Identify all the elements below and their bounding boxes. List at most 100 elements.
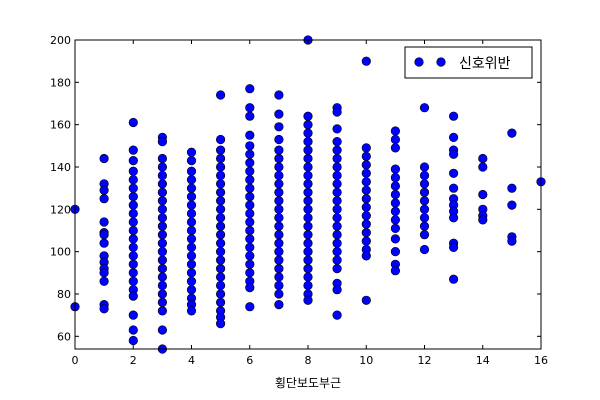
data-point bbox=[303, 120, 313, 130]
data-point bbox=[186, 192, 197, 202]
data-point bbox=[128, 217, 138, 227]
data-point bbox=[274, 90, 284, 100]
data-point bbox=[303, 204, 313, 214]
data-point bbox=[157, 153, 167, 164]
data-point bbox=[157, 238, 167, 248]
data-point bbox=[449, 242, 459, 252]
data-point bbox=[157, 289, 167, 299]
data-point bbox=[245, 283, 255, 293]
data-point bbox=[128, 242, 138, 252]
data-point bbox=[303, 170, 313, 181]
data-point bbox=[128, 234, 138, 244]
data-point bbox=[303, 272, 313, 282]
data-point bbox=[419, 230, 430, 240]
data-point bbox=[186, 200, 197, 210]
data-point bbox=[478, 153, 488, 164]
data-point bbox=[303, 137, 313, 147]
data-point bbox=[332, 247, 342, 257]
data-point bbox=[128, 276, 138, 286]
data-point bbox=[419, 170, 430, 181]
data-point bbox=[274, 162, 284, 172]
data-point bbox=[449, 168, 459, 178]
data-point bbox=[361, 295, 371, 305]
data-point bbox=[390, 181, 401, 191]
data-point bbox=[419, 196, 430, 206]
data-point bbox=[99, 268, 109, 278]
data-point bbox=[245, 225, 255, 236]
data-point bbox=[245, 111, 255, 121]
data-point bbox=[390, 164, 401, 174]
data-point bbox=[361, 56, 371, 66]
data-point bbox=[332, 196, 342, 206]
data-point bbox=[128, 310, 138, 320]
data-point bbox=[216, 204, 226, 214]
data-point bbox=[245, 84, 255, 94]
data-point bbox=[157, 162, 167, 172]
data-point bbox=[274, 280, 284, 291]
data-point bbox=[332, 179, 342, 189]
data-point bbox=[216, 255, 226, 265]
data-point bbox=[303, 145, 313, 155]
data-point bbox=[245, 130, 255, 140]
data-point bbox=[332, 213, 342, 223]
data-point bbox=[128, 117, 138, 128]
data-point bbox=[157, 187, 167, 197]
data-point bbox=[245, 166, 255, 176]
data-point bbox=[478, 215, 488, 225]
data-point bbox=[216, 170, 226, 181]
data-point bbox=[419, 244, 430, 255]
data-point bbox=[128, 145, 138, 155]
data-point bbox=[186, 217, 197, 227]
data-point bbox=[186, 175, 197, 185]
data-point bbox=[186, 276, 197, 286]
data-point bbox=[332, 204, 342, 214]
legend-label: 신호위반 bbox=[459, 56, 511, 72]
data-point bbox=[245, 149, 255, 159]
data-point bbox=[157, 325, 167, 335]
data-point bbox=[157, 297, 167, 308]
data-point bbox=[303, 162, 313, 172]
data-point bbox=[274, 221, 284, 231]
data-point bbox=[303, 196, 313, 206]
data-point bbox=[186, 306, 197, 316]
data-point bbox=[390, 247, 401, 257]
data-point bbox=[303, 280, 313, 291]
data-point bbox=[128, 335, 138, 346]
data-point bbox=[390, 215, 401, 225]
data-point bbox=[157, 213, 167, 223]
data-point bbox=[216, 280, 226, 291]
x-tick-label: 6 bbox=[246, 354, 253, 367]
data-point bbox=[157, 137, 167, 147]
data-point bbox=[303, 264, 313, 274]
data-point bbox=[216, 179, 226, 189]
data-point bbox=[99, 194, 109, 204]
y-tick-label: 80 bbox=[57, 288, 71, 301]
data-point bbox=[390, 189, 401, 200]
data-point bbox=[390, 134, 401, 145]
data-point bbox=[186, 208, 197, 219]
data-point bbox=[216, 196, 226, 206]
data-point bbox=[361, 211, 371, 221]
data-point bbox=[274, 179, 284, 189]
data-point bbox=[449, 274, 459, 284]
data-point bbox=[157, 280, 167, 291]
data-point bbox=[332, 137, 342, 147]
data-point bbox=[361, 219, 371, 229]
x-tick-label: 8 bbox=[305, 354, 312, 367]
x-tick-label: 14 bbox=[476, 354, 490, 367]
data-point bbox=[361, 177, 371, 187]
data-point bbox=[99, 230, 109, 240]
data-point bbox=[216, 319, 226, 329]
data-point bbox=[332, 145, 342, 155]
data-point bbox=[332, 170, 342, 181]
data-point bbox=[186, 183, 197, 193]
data-point bbox=[157, 255, 167, 265]
data-point bbox=[361, 151, 371, 161]
x-tick-label: 0 bbox=[72, 354, 79, 367]
data-point bbox=[128, 166, 138, 176]
data-point bbox=[274, 109, 284, 119]
data-point bbox=[216, 90, 226, 100]
data-point bbox=[390, 266, 401, 276]
data-point bbox=[216, 145, 226, 155]
data-point bbox=[332, 187, 342, 197]
